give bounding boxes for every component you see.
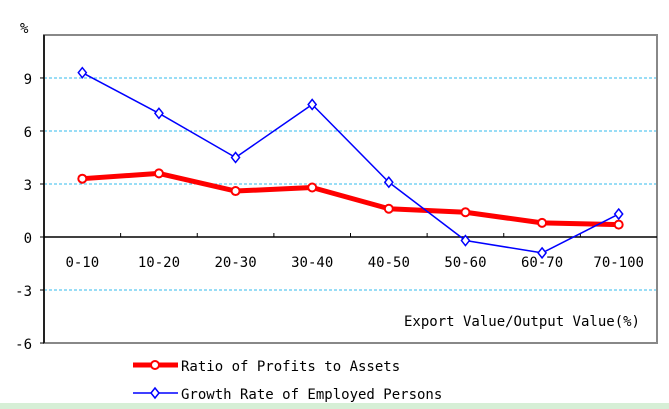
x-tick-label: 20-30: [214, 255, 256, 271]
data-point: [153, 168, 164, 179]
data-point: [153, 107, 164, 120]
y-axis-label: %: [20, 21, 29, 37]
data-point: [230, 151, 241, 164]
data-point: [230, 186, 241, 197]
data-point: [150, 386, 160, 400]
y-tick-label: 6: [24, 125, 32, 141]
data-point: [150, 360, 160, 370]
data-point: [613, 219, 624, 230]
bottom-strip: [0, 403, 669, 409]
x-tick-label: 70-100: [593, 255, 644, 271]
y-tick-label: -3: [15, 284, 32, 300]
series-line-1: [81, 72, 620, 254]
data-point: [307, 182, 318, 193]
data-point: [307, 98, 318, 111]
x-tick-label: 50-60: [444, 255, 486, 271]
legend-label: Growth Rate of Employed Persons: [181, 387, 442, 403]
data-point: [537, 246, 548, 260]
y-tick-label: 9: [24, 72, 32, 88]
data-point: [383, 176, 394, 189]
series-line-0: [82, 170, 619, 228]
data-point: [460, 207, 471, 218]
x-tick-label: 0-10: [65, 255, 99, 271]
data-point: [537, 217, 548, 228]
data-point: [383, 203, 394, 214]
y-tick-label: 0: [24, 231, 32, 247]
y-tick-label: 3: [24, 178, 32, 194]
y-tick-label: -6: [15, 337, 32, 353]
data-point: [77, 66, 88, 79]
data-point: [460, 234, 471, 247]
legend-label: Ratio of Profits to Assets: [181, 359, 400, 375]
x-tick-label: 30-40: [291, 255, 333, 271]
data-point: [613, 207, 624, 221]
x-tick-label: 40-50: [368, 255, 410, 271]
x-tick-label: 10-20: [138, 255, 180, 271]
x-axis-label: Export Value/Output Value(%): [404, 314, 640, 330]
plot-frame: [43, 34, 658, 344]
x-tick-label: 60-70: [521, 255, 563, 271]
data-point: [77, 173, 88, 184]
